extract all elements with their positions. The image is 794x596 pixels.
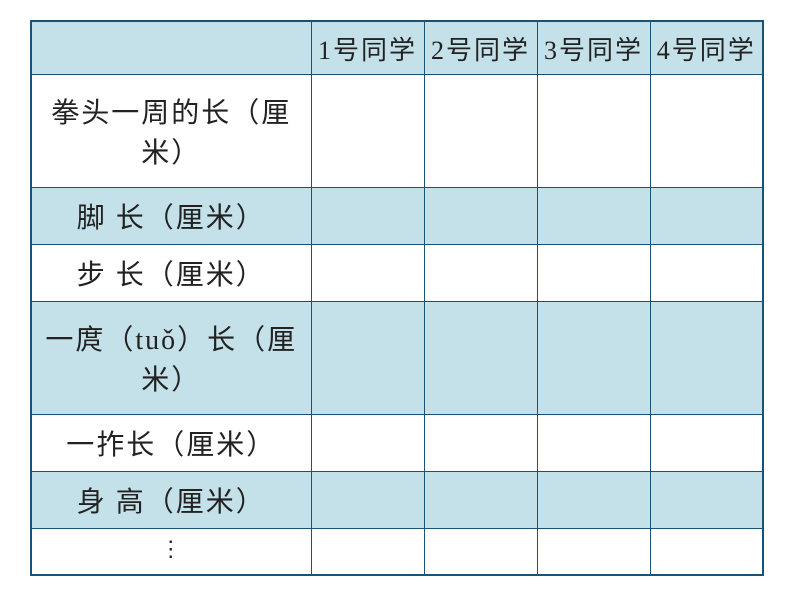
row-label-ellipsis: ⋮ xyxy=(31,528,311,575)
table-cell xyxy=(537,75,650,188)
table-cell xyxy=(537,414,650,471)
table-cell xyxy=(424,244,537,301)
table-cell xyxy=(311,187,424,244)
table-cell xyxy=(424,414,537,471)
table-row: 一庹（tuǒ）长（厘米） xyxy=(31,301,763,414)
header-blank xyxy=(31,21,311,75)
row-label-handspan: 一拃长（厘米） xyxy=(31,414,311,471)
table-row: 步 长（厘米） xyxy=(31,244,763,301)
table-cell xyxy=(650,528,763,575)
table-cell xyxy=(537,301,650,414)
row-label-foot: 脚 长（厘米） xyxy=(31,187,311,244)
header-col-2: 2号同学 xyxy=(424,21,537,75)
table-row: 身 高（厘米） xyxy=(31,471,763,528)
table-row: ⋮ xyxy=(31,528,763,575)
table-cell xyxy=(650,75,763,188)
table-row: 拳头一周的长（厘米） xyxy=(31,75,763,188)
table-cell xyxy=(311,414,424,471)
table-cell xyxy=(650,414,763,471)
table-cell xyxy=(311,244,424,301)
row-label-fist: 拳头一周的长（厘米） xyxy=(31,75,311,188)
header-col-1: 1号同学 xyxy=(311,21,424,75)
table-cell xyxy=(537,471,650,528)
table-cell xyxy=(424,471,537,528)
table-cell xyxy=(650,187,763,244)
header-col-4: 4号同学 xyxy=(650,21,763,75)
row-label-step: 步 长（厘米） xyxy=(31,244,311,301)
row-label-armspan: 一庹（tuǒ）长（厘米） xyxy=(31,301,311,414)
table-cell xyxy=(424,75,537,188)
table-cell xyxy=(311,301,424,414)
table-cell xyxy=(650,471,763,528)
table-cell xyxy=(311,528,424,575)
table-cell xyxy=(424,528,537,575)
table-cell xyxy=(424,301,537,414)
table-cell xyxy=(537,528,650,575)
table-cell xyxy=(311,471,424,528)
row-label-height: 身 高（厘米） xyxy=(31,471,311,528)
table-row: 脚 长（厘米） xyxy=(31,187,763,244)
table-cell xyxy=(650,244,763,301)
table-header-row: 1号同学 2号同学 3号同学 4号同学 xyxy=(31,21,763,75)
header-col-3: 3号同学 xyxy=(537,21,650,75)
table-cell xyxy=(424,187,537,244)
table-cell xyxy=(650,301,763,414)
table-row: 一拃长（厘米） xyxy=(31,414,763,471)
table-cell xyxy=(537,244,650,301)
table-cell xyxy=(311,75,424,188)
table-cell xyxy=(537,187,650,244)
measurement-table: 1号同学 2号同学 3号同学 4号同学 拳头一周的长（厘米） 脚 长（厘米） 步… xyxy=(30,20,764,576)
